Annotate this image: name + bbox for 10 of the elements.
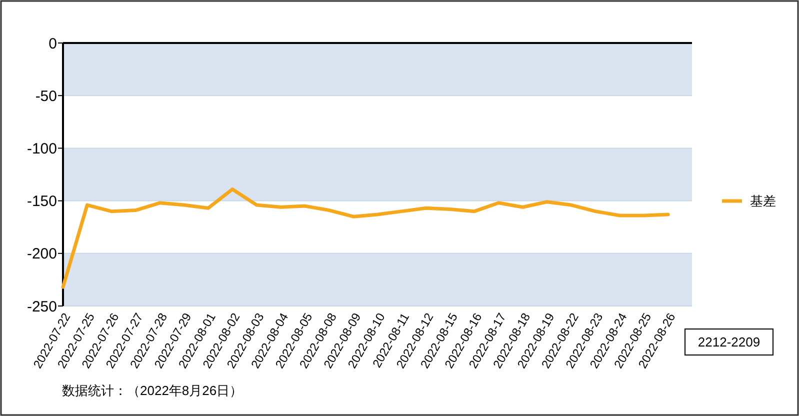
y-tick-label: -50: [35, 88, 57, 105]
text: 数据统计：（2022年8月26日）: [62, 383, 243, 398]
y-tick-label: -200: [26, 246, 57, 263]
text: 2212-2209: [698, 334, 760, 350]
legend-label: 基差: [750, 194, 776, 209]
y-tick-label: 0: [48, 35, 57, 52]
y-tick-label: -250: [26, 298, 57, 316]
y-tick-label: -100: [26, 140, 57, 158]
line-series: [61, 187, 670, 289]
y-tick-label: -150: [26, 193, 57, 210]
